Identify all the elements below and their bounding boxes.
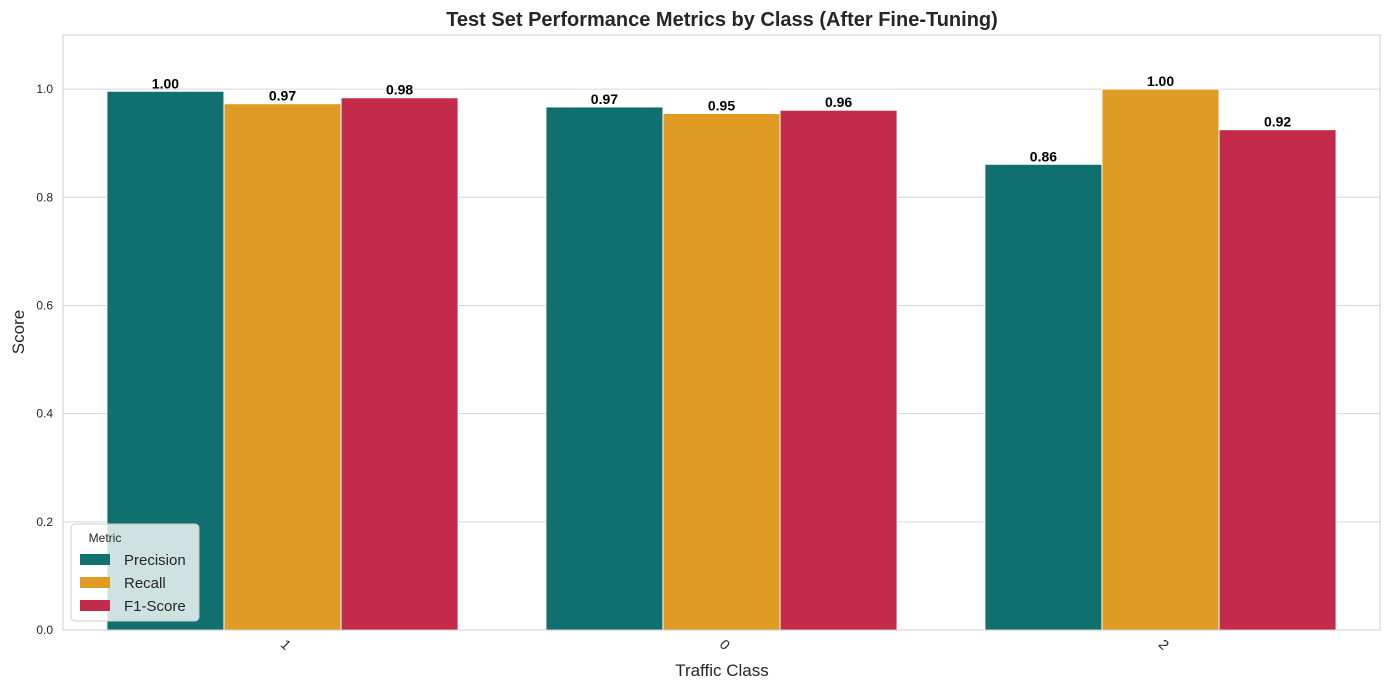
bar-value-label: 0.92 xyxy=(1264,114,1291,130)
bar-recall-class-2 xyxy=(1101,88,1220,631)
bar-f1-score-class-1 xyxy=(340,97,459,631)
legend: Metric Precision Recall F1-Score xyxy=(70,523,200,622)
legend-swatch-recall xyxy=(80,577,110,588)
bar-value-label: 1.00 xyxy=(1147,73,1174,89)
y-tick-label: 0.6 xyxy=(36,298,53,312)
legend-entry-recall: Recall xyxy=(124,575,166,592)
y-axis: 0.0 0.2 0.4 0.6 0.8 1.0 xyxy=(36,82,53,637)
x-axis-label: Traffic Class xyxy=(675,661,769,680)
x-tick-label: 0 xyxy=(717,636,734,653)
bar-recall-class-1 xyxy=(223,103,342,631)
legend-entry-f1-score: F1-Score xyxy=(124,598,186,615)
x-axis: 1 0 2 xyxy=(278,636,1173,653)
bar-f1-score-class-0 xyxy=(779,109,898,631)
legend-title: Metric xyxy=(89,531,122,545)
legend-entry-precision: Precision xyxy=(124,552,186,569)
legend-swatch-precision xyxy=(80,554,110,565)
bars xyxy=(106,88,1337,631)
bar-f1-score-class-2 xyxy=(1218,129,1337,631)
bar-value-label: 0.95 xyxy=(708,97,735,113)
y-tick-label: 0.0 xyxy=(36,623,53,637)
bar-value-label: 0.86 xyxy=(1030,148,1057,164)
y-axis-label: Score xyxy=(9,310,28,354)
legend-box xyxy=(70,523,200,622)
data-labels: 1.00 0.97 0.98 0.97 0.95 0.96 0.86 1.00 0.92 xyxy=(152,73,1292,164)
bar-value-label: 0.97 xyxy=(269,88,296,104)
y-tick-label: 0.4 xyxy=(36,407,53,421)
chart-title: Test Set Performance Metrics by Class (A… xyxy=(446,9,998,31)
bar-precision-class-0 xyxy=(545,106,664,631)
bar-value-label: 1.00 xyxy=(152,75,179,91)
x-tick-label: 1 xyxy=(278,636,295,653)
x-tick-label: 2 xyxy=(1156,636,1173,653)
bar-value-label: 0.97 xyxy=(591,91,618,107)
y-tick-label: 0.2 xyxy=(36,515,53,529)
y-tick-label: 1.0 xyxy=(36,82,53,96)
bar-value-label: 0.96 xyxy=(825,94,852,110)
plot-frame xyxy=(62,34,1381,631)
bar-value-label: 0.98 xyxy=(386,82,413,98)
bar-recall-class-0 xyxy=(662,112,781,631)
bar-precision-class-2 xyxy=(984,163,1103,631)
y-tick-label: 0.8 xyxy=(36,190,53,204)
legend-swatch-f1-score xyxy=(80,600,110,611)
